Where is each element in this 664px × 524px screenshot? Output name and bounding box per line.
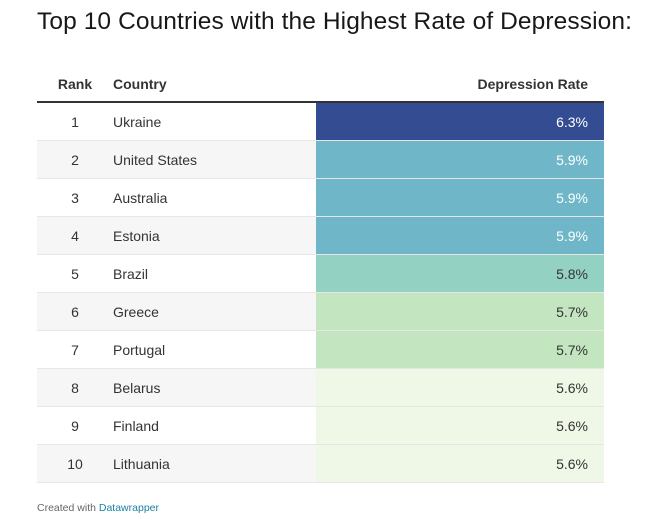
depression-rate-cell: 5.6% (316, 444, 604, 483)
table-header-row: Rank Country Depression Rate (37, 67, 604, 103)
country-cell: Greece (113, 292, 316, 331)
depression-rate-cell: 5.7% (316, 330, 604, 369)
rank-cell: 7 (37, 330, 113, 369)
rank-cell: 8 (37, 368, 113, 407)
depression-rate-cell: 5.9% (316, 140, 604, 179)
chart-title: Top 10 Countries with the Highest Rate o… (37, 8, 632, 35)
column-header-depression-rate: Depression Rate (316, 67, 604, 103)
rank-cell: 6 (37, 292, 113, 331)
rank-cell: 10 (37, 444, 113, 483)
depression-rate-cell: 5.7% (316, 292, 604, 331)
table-row: 7 Portugal 5.7% (37, 330, 604, 369)
table-row: 2 United States 5.9% (37, 140, 604, 179)
attribution-prefix: Created with (37, 502, 99, 514)
rank-cell: 9 (37, 406, 113, 445)
depression-rate-cell: 5.6% (316, 406, 604, 445)
column-header-country: Country (113, 67, 316, 103)
rank-cell: 4 (37, 216, 113, 255)
country-cell: Finland (113, 406, 316, 445)
rank-cell: 1 (37, 102, 113, 141)
column-header-rank: Rank (37, 67, 113, 103)
rank-cell: 5 (37, 254, 113, 293)
table-row: 1 Ukraine 6.3% (37, 102, 604, 141)
rank-cell: 2 (37, 140, 113, 179)
rank-cell: 3 (37, 178, 113, 217)
depression-rate-table: Rank Country Depression Rate 1 Ukraine 6.3… (37, 67, 604, 483)
table-row: 3 Australia 5.9% (37, 178, 604, 217)
depression-rate-cell: 5.8% (316, 254, 604, 293)
table-row: 6 Greece 5.7% (37, 292, 604, 331)
country-cell: Lithuania (113, 444, 316, 483)
country-cell: Brazil (113, 254, 316, 293)
depression-rate-cell: 5.6% (316, 368, 604, 407)
depression-rate-cell: 6.3% (316, 102, 604, 141)
attribution-footer: Created with Datawrapper (37, 502, 159, 514)
country-cell: United States (113, 140, 316, 179)
country-cell: Australia (113, 178, 316, 217)
depression-rate-cell: 5.9% (316, 178, 604, 217)
country-cell: Belarus (113, 368, 316, 407)
table-body: 1 Ukraine 6.3% 2 United States 5.9% 3 Australia… (37, 102, 604, 483)
table-row: 9 Finland 5.6% (37, 406, 604, 445)
country-cell: Ukraine (113, 102, 316, 141)
table-row: 4 Estonia 5.9% (37, 216, 604, 255)
country-cell: Portugal (113, 330, 316, 369)
table-row: 5 Brazil 5.8% (37, 254, 604, 293)
country-cell: Estonia (113, 216, 316, 255)
table-row: 8 Belarus 5.6% (37, 368, 604, 407)
datawrapper-link[interactable]: Datawrapper (98, 502, 159, 514)
depression-rate-cell: 5.9% (316, 216, 604, 255)
table-row: 10 Lithuania 5.6% (37, 444, 604, 483)
